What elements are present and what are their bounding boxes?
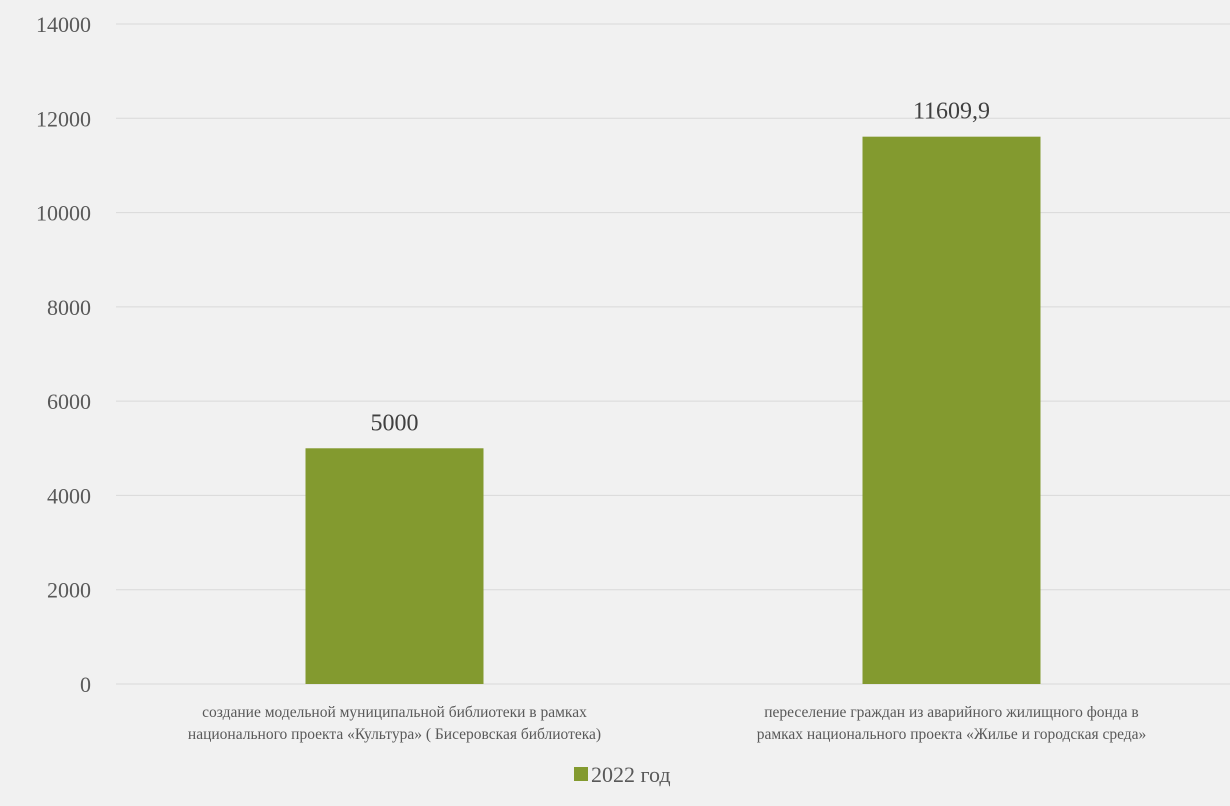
- y-tick-label-4000: 4000: [47, 483, 91, 508]
- y-tick-label-12000: 12000: [36, 106, 91, 131]
- category-label-line: национального проекта «Культура» ( Бисер…: [188, 726, 601, 743]
- bar-2: [862, 136, 1041, 684]
- category-label-2: переселение граждан из аварийного жилищн…: [757, 704, 1147, 743]
- bars: [305, 136, 1041, 684]
- y-tick-label-10000: 10000: [36, 201, 91, 226]
- bar-1: [305, 448, 484, 684]
- data-label-2: 11609,9: [913, 99, 990, 125]
- y-tick-label-8000: 8000: [47, 295, 91, 320]
- data-label-1: 5000: [371, 410, 419, 436]
- category-label-line: рамках национального проекта «Жилье и го…: [757, 726, 1147, 743]
- category-label-1: создание модельной муниципальной библиот…: [188, 704, 601, 743]
- category-label-line: переселение граждан из аварийного жилищн…: [764, 704, 1139, 721]
- y-tick-label-0: 0: [80, 672, 91, 697]
- category-label-line: создание модельной муниципальной библиот…: [202, 704, 587, 721]
- data-labels: 5000 11609,9: [371, 99, 991, 437]
- category-labels: создание модельной муниципальной библиот…: [188, 704, 1146, 743]
- y-tick-label-6000: 6000: [47, 389, 91, 414]
- y-axis-ticks: 0 2000 4000 6000 8000 10000 12000 14000: [36, 12, 91, 697]
- y-tick-label-14000: 14000: [36, 12, 91, 37]
- gridlines: [116, 23, 1230, 685]
- y-tick-label-2000: 2000: [47, 578, 91, 603]
- legend-label: 2022 год: [591, 762, 671, 787]
- legend-swatch: [574, 767, 588, 781]
- legend: 2022 год: [574, 762, 671, 787]
